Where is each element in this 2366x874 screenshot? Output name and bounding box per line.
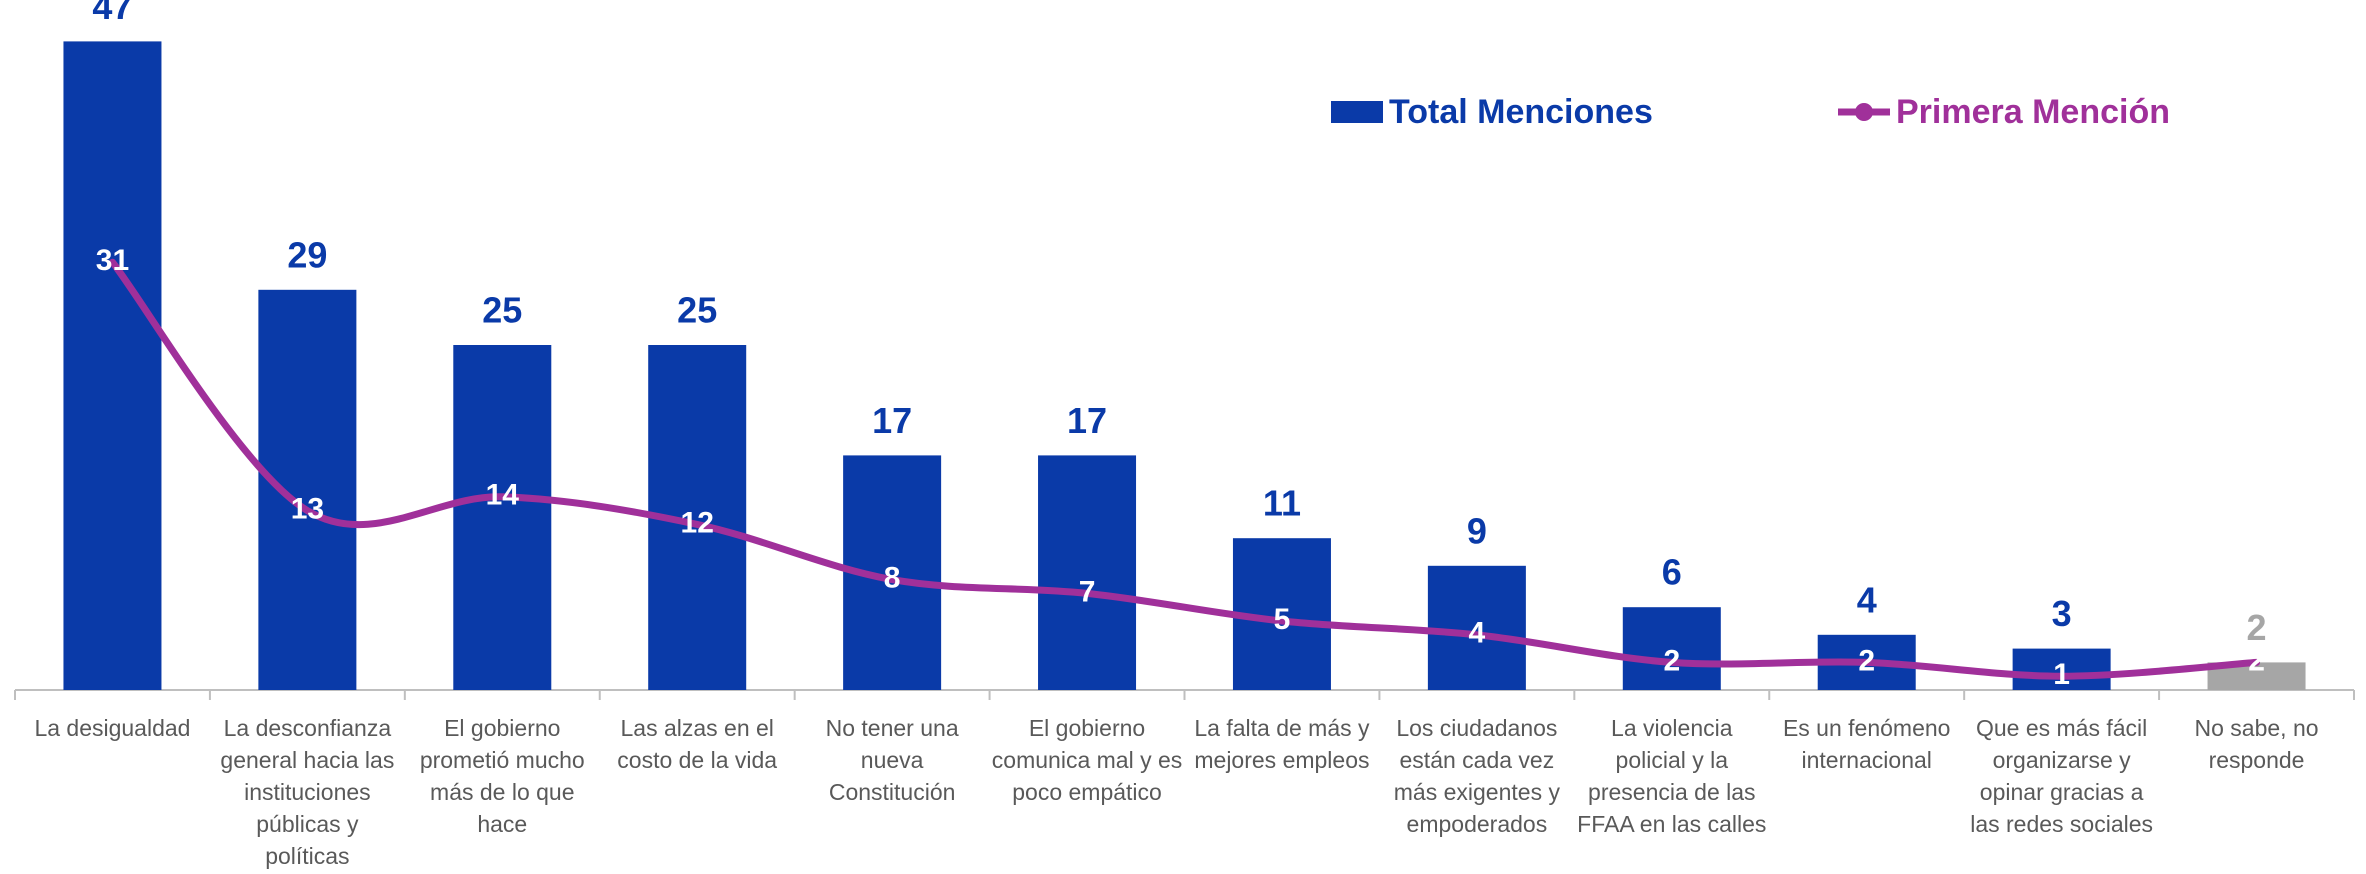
bar <box>258 289 357 690</box>
bar-value-label: 11 <box>1263 483 1301 524</box>
bar-value-label: 29 <box>287 234 327 275</box>
line-value-label: 31 <box>96 244 129 277</box>
line-value-label: 7 <box>1079 575 1096 608</box>
bar-value-label: 2 <box>2247 607 2267 648</box>
bar-value-label: 25 <box>482 290 522 331</box>
bar <box>63 41 162 690</box>
x-tick-label: La desigualdad <box>34 715 191 741</box>
line-value-label: 12 <box>681 506 714 539</box>
x-tick-label: El gobierno prometió mucho más de lo que… <box>419 715 585 837</box>
bar <box>1622 607 1721 690</box>
x-tick-label: No tener una nueva Constitución <box>825 715 959 805</box>
line-value-label: 2 <box>1858 644 1875 677</box>
bar-value-label: 3 <box>2052 593 2072 634</box>
bar-value-label: 17 <box>1067 400 1107 441</box>
x-tick-label: Los ciudadanos están cada vez más exigen… <box>1393 715 1560 837</box>
bar-value-label: 9 <box>1467 510 1487 551</box>
line-value-label: 1 <box>2053 658 2070 691</box>
legend-marker <box>1855 103 1873 121</box>
x-tick-label: El gobierno comunica mal y es poco empát… <box>991 715 1183 805</box>
bar-value-label: 25 <box>677 290 717 331</box>
x-tick-label: La falta de más y mejores empleos <box>1194 715 1370 773</box>
x-tick-label: La desconfianza general hacia las instit… <box>220 715 395 869</box>
bar-value-label: 4 <box>1857 579 1877 620</box>
line <box>108 258 2261 680</box>
bar-value-label: 47 <box>92 0 132 27</box>
line-value-label: 5 <box>1274 603 1291 636</box>
bar-value-label: 6 <box>1662 552 1682 593</box>
line-value-label: 8 <box>884 562 901 595</box>
bar-value-label: 17 <box>872 400 912 441</box>
x-tick-label: Que es más fácil organizarse y opinar gr… <box>1970 715 2154 837</box>
legend-label: Total Menciones <box>1389 93 1653 131</box>
bar <box>1038 455 1137 690</box>
line-value-label: 2 <box>1663 644 1680 677</box>
line-value-label: 14 <box>486 479 520 512</box>
line-value-label: 4 <box>1469 617 1486 650</box>
x-tick-label: Es un fenómeno internacional <box>1782 715 1951 773</box>
x-tick-label: Las alzas en el costo de la vida <box>617 715 778 773</box>
line-value-label: 13 <box>291 493 324 526</box>
bar <box>2012 648 2111 690</box>
x-tick-label: La violencia policial y la presencia de … <box>1577 715 1767 837</box>
legend-swatch <box>1331 101 1383 123</box>
line-value-label: 2 <box>2248 644 2265 677</box>
legend-label: Primera Mención <box>1896 93 2170 131</box>
bar <box>1427 565 1526 690</box>
bar <box>453 345 552 690</box>
x-tick-label: No sabe, no responde <box>2194 715 2319 773</box>
